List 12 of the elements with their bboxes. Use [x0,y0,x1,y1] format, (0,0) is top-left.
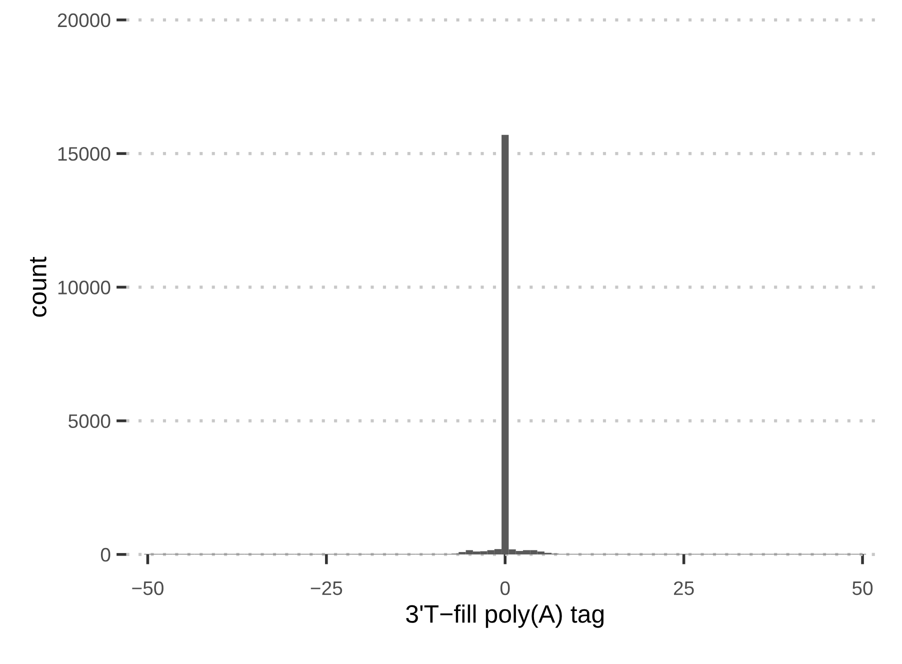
x-tick-label: −50 [132,581,164,596]
y-tick-label: 0 [100,548,110,562]
x-tick-label: −25 [310,581,342,596]
y-axis-title: count [30,256,46,317]
x-axis-title: 3'T−fill poly(A) tag [406,604,604,628]
y-tick-label: 20000 [58,13,110,28]
x-tick-label: 0 [500,581,510,596]
y-tick-label: 15000 [58,147,110,161]
x-tick-label: 25 [674,581,694,596]
y-tick-label: 5000 [68,414,110,428]
x-tick-label: 50 [852,581,873,596]
y-tick-label: 10000 [58,280,110,294]
